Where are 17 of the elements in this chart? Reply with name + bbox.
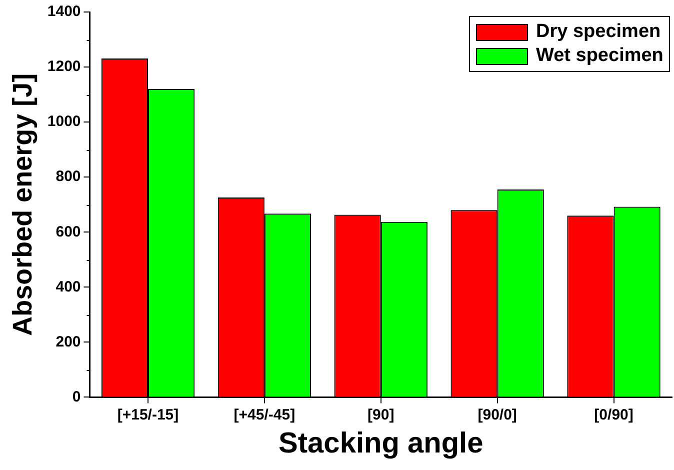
y-tick-label: 200 — [56, 333, 81, 350]
x-tick-label: [+15/-15] — [117, 406, 179, 424]
y-tick-label: 1400 — [47, 3, 81, 20]
legend-label: Wet specimen — [536, 44, 664, 68]
x-axis-title: Stacking angle — [278, 428, 484, 460]
y-tick-label: 1200 — [47, 58, 81, 76]
x-tick-label: [+45/-45] — [234, 406, 296, 424]
y-tick-label: 800 — [56, 168, 81, 186]
y-axis-title: Absorbed energy [J] — [8, 73, 38, 336]
y-tick-label: 600 — [56, 223, 81, 240]
y-tick-label: 0 — [72, 388, 81, 406]
x-tick-label: [90/0] — [478, 406, 517, 424]
x-tick-label: [0/90] — [594, 406, 634, 424]
legend-label: Dry specimen — [536, 20, 661, 44]
y-tick-label: 1000 — [47, 113, 81, 130]
y-tick-label: 400 — [56, 278, 81, 296]
x-tick-label: [90] — [368, 406, 394, 424]
